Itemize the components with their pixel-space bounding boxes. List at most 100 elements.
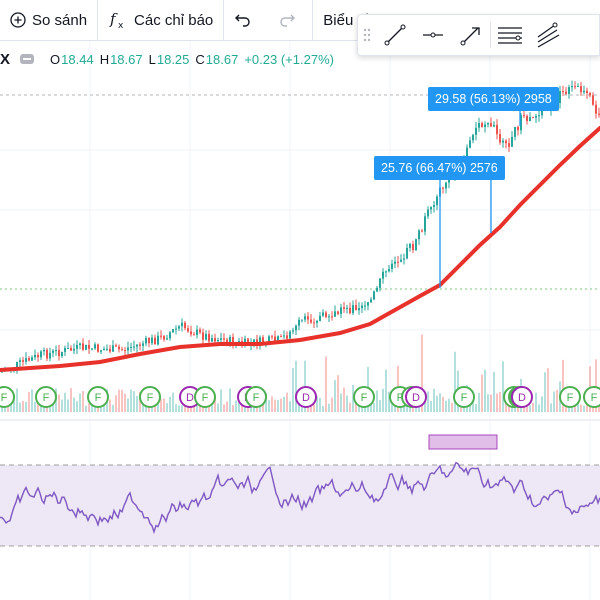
volume-bar xyxy=(130,389,132,412)
candle-body xyxy=(514,126,516,137)
measure-callout-2[interactable]: 29.58 (56.13%) 2958 xyxy=(428,87,559,111)
candle-body xyxy=(328,316,330,318)
volume-bar xyxy=(52,403,54,412)
candle-body xyxy=(88,344,90,349)
svg-text:x: x xyxy=(118,21,124,30)
volume-bar xyxy=(505,397,507,412)
candle-body xyxy=(325,312,327,317)
event-marker-circle xyxy=(245,386,267,408)
candle-body xyxy=(259,337,261,346)
candle-body xyxy=(139,344,141,346)
candle-body xyxy=(196,329,198,335)
volume-bar xyxy=(133,391,135,412)
candle-body xyxy=(343,307,345,309)
volume-bar xyxy=(70,388,72,412)
hide-icon[interactable] xyxy=(20,54,35,64)
event-markers[interactable]: FFFFDFDFDFFFDFFFFDFF xyxy=(0,386,600,408)
candle-body xyxy=(262,337,264,344)
candle-body xyxy=(70,347,72,351)
volume-bar xyxy=(85,405,87,412)
candle-body xyxy=(418,230,420,240)
candle-body xyxy=(589,92,591,96)
compare-button[interactable]: So sánh xyxy=(0,0,99,40)
event-marker-label: F xyxy=(43,392,50,404)
volume-bar xyxy=(178,405,180,412)
candle-body xyxy=(238,340,240,343)
candle-body xyxy=(274,336,276,341)
arrow-icon[interactable] xyxy=(452,18,490,52)
candle-body xyxy=(151,337,153,344)
candle-body xyxy=(400,259,402,262)
candle-body xyxy=(25,358,27,362)
candle-body xyxy=(574,86,576,88)
volume-bar xyxy=(88,403,90,412)
candle-body xyxy=(364,305,366,307)
candle-body xyxy=(301,319,303,321)
undo-button[interactable] xyxy=(224,0,268,40)
candle-body xyxy=(427,209,429,217)
volume-bar xyxy=(169,396,171,412)
candle-body xyxy=(379,278,381,288)
volume-bar xyxy=(388,391,390,412)
volume-bar xyxy=(481,374,483,412)
parallel-channel-icon[interactable] xyxy=(491,18,529,52)
drag-handle-icon[interactable] xyxy=(358,28,376,42)
candle-body xyxy=(571,86,573,88)
candle-body xyxy=(313,322,315,324)
horizontal-ray-icon[interactable] xyxy=(414,18,452,52)
volume-bar xyxy=(379,400,381,412)
volume-bar xyxy=(319,397,321,412)
volume-bar xyxy=(175,404,177,412)
candle-body xyxy=(334,311,336,317)
event-marker-circle xyxy=(139,386,161,408)
candle-body xyxy=(586,90,588,93)
event-marker-circle xyxy=(295,386,317,408)
volume-bar xyxy=(13,397,15,412)
candle-body xyxy=(292,330,294,332)
candle-body xyxy=(58,350,60,357)
candle-body xyxy=(331,316,333,318)
volume-bar xyxy=(346,395,348,412)
candle-body xyxy=(271,336,273,338)
volume-bar xyxy=(121,389,123,412)
candle-body xyxy=(160,335,162,337)
candle-body xyxy=(568,87,570,94)
rsi-highlight-box[interactable] xyxy=(428,434,498,450)
multi-line-icon[interactable] xyxy=(529,18,567,52)
event-marker-label: F xyxy=(202,392,209,404)
volume-bar xyxy=(295,360,297,412)
candle-body xyxy=(532,117,534,119)
candle-body xyxy=(166,338,168,340)
volume-bar xyxy=(259,404,261,412)
symbol-label[interactable]: X xyxy=(0,50,11,68)
volume-bar xyxy=(343,387,345,412)
candle-body xyxy=(370,299,372,303)
redo-button[interactable] xyxy=(268,0,314,40)
event-marker-circle xyxy=(194,386,216,408)
toolbar-divider xyxy=(490,22,491,48)
candle-body xyxy=(382,271,384,279)
open-value: 18.44 xyxy=(61,51,94,67)
event-marker-label: D xyxy=(412,392,420,404)
candle-body xyxy=(154,337,156,345)
candle-body xyxy=(97,344,99,352)
candle-body xyxy=(31,357,33,361)
volume-bar xyxy=(112,404,114,412)
candle-body xyxy=(94,344,96,349)
candle-body xyxy=(178,326,180,329)
volume-bar xyxy=(109,399,111,412)
trend-line-icon[interactable] xyxy=(376,18,414,52)
volume-bar xyxy=(223,404,225,412)
candle-body xyxy=(598,113,600,115)
volume-bar xyxy=(325,356,327,412)
volume-bar xyxy=(232,405,234,412)
measure-callout-1[interactable]: 25.76 (66.47%) 2576 xyxy=(374,156,505,180)
candle-body xyxy=(229,337,231,345)
candle-body xyxy=(481,122,483,128)
candle-body xyxy=(436,196,438,206)
volume-bar xyxy=(184,401,186,412)
candle-body xyxy=(187,328,189,332)
volume-bar xyxy=(373,402,375,412)
candle-body xyxy=(217,339,219,342)
